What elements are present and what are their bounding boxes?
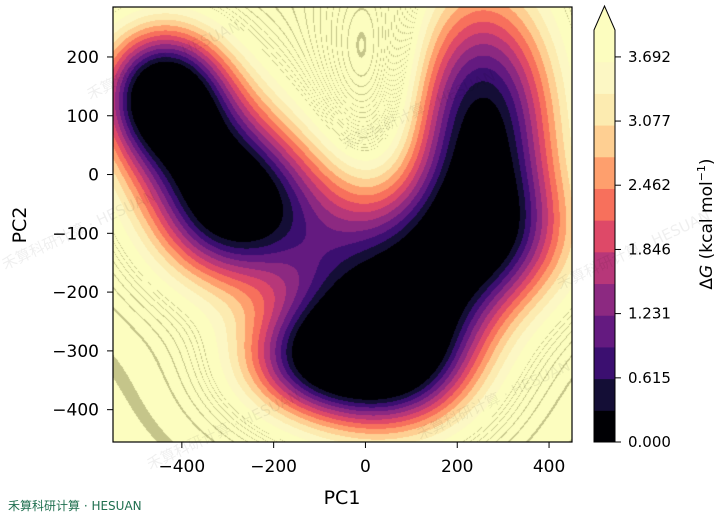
colorbar-band [594,378,615,411]
colorbar-bands [594,6,615,443]
x-tick-label: −200 [250,457,297,477]
y-tick: −100 [52,224,113,244]
x-tick: −400 [158,442,205,477]
colorbar-band [594,30,615,63]
colorbar-frame [593,4,616,443]
colorbar-band [594,220,615,253]
y-tick-label: −100 [52,224,99,244]
x-tick: −200 [250,442,297,477]
plot-frame [112,6,573,443]
colorbar-band [594,125,615,158]
y-tick: −300 [52,342,113,362]
x-tick: 0 [360,442,371,477]
colorbar-extend-arrow [594,6,615,30]
colorbar-tick: 2.462 [615,176,671,194]
colorbar-tick-label: 0.615 [628,369,671,387]
contour-plot-area [112,6,573,443]
y-tick: 100 [67,107,113,127]
colorbar-band [594,251,615,285]
colorbar: 0.000 0.615 1.231 1.846 2.462 3.077 3.69… [593,4,717,451]
colorbar-tick: 1.231 [615,305,671,323]
colorbar-band [594,61,615,94]
x-axis-label: PC1 [324,487,361,509]
y-tick: 200 [67,48,113,68]
x-tick-label: 0 [360,457,371,477]
colorbar-band [594,315,615,348]
y-tick-label: −300 [52,342,99,362]
colorbar-tick-label: 2.462 [628,176,671,194]
y-tick-label: −400 [52,401,99,421]
y-tick: 0 [88,166,113,186]
x-tick-label: −400 [158,457,205,477]
colorbar-tick-label: 0.000 [628,433,671,451]
y-tick-label: −200 [52,283,99,303]
colorbar-tick: 3.077 [615,112,671,130]
x-tick-label: 400 [533,457,565,477]
colorbar-tick: 0.000 [615,433,671,451]
colorbar-label: ΔG (kcal mol−1) [695,158,717,289]
colorbar-tick-label: 1.231 [628,305,671,323]
y-tick-label: 200 [67,48,99,68]
x-tick: 200 [441,442,473,477]
colorbar-tick: 0.615 [615,369,671,387]
x-tick-label: 200 [441,457,473,477]
colorbar-tick-label: 3.692 [628,48,671,66]
colorbar-band [594,156,615,189]
colorbar-tick-label: 3.077 [628,112,671,130]
free-energy-heatmap [113,7,572,442]
x-tick: 400 [533,442,565,477]
colorbar-tick: 3.692 [615,48,671,66]
colorbar-band [594,410,615,443]
colorbar-band [594,346,615,380]
watermark-footer: 禾算科研计算 · HESUAN [8,499,142,513]
y-tick-label: 0 [88,166,99,186]
colorbar-band [594,93,615,126]
x-axis: −400 −200 0 200 400 PC1 [158,442,565,509]
colorbar-tick-label: 1.846 [628,240,671,258]
y-axis: −400 −300 −200 −100 0 100 200 PC2 [9,48,113,421]
colorbar-band [594,283,615,316]
colorbar-ticks: 0.000 0.615 1.231 1.846 2.462 3.077 3.69… [615,48,671,451]
y-axis-label: PC2 [9,207,31,244]
colorbar-band [594,188,615,221]
colorbar-tick: 1.846 [615,240,671,258]
y-tick: −400 [52,401,113,421]
y-tick: −200 [52,283,113,303]
watermark-text: 禾算科研计算 · HESUAN [554,207,713,294]
y-tick-label: 100 [67,107,99,127]
